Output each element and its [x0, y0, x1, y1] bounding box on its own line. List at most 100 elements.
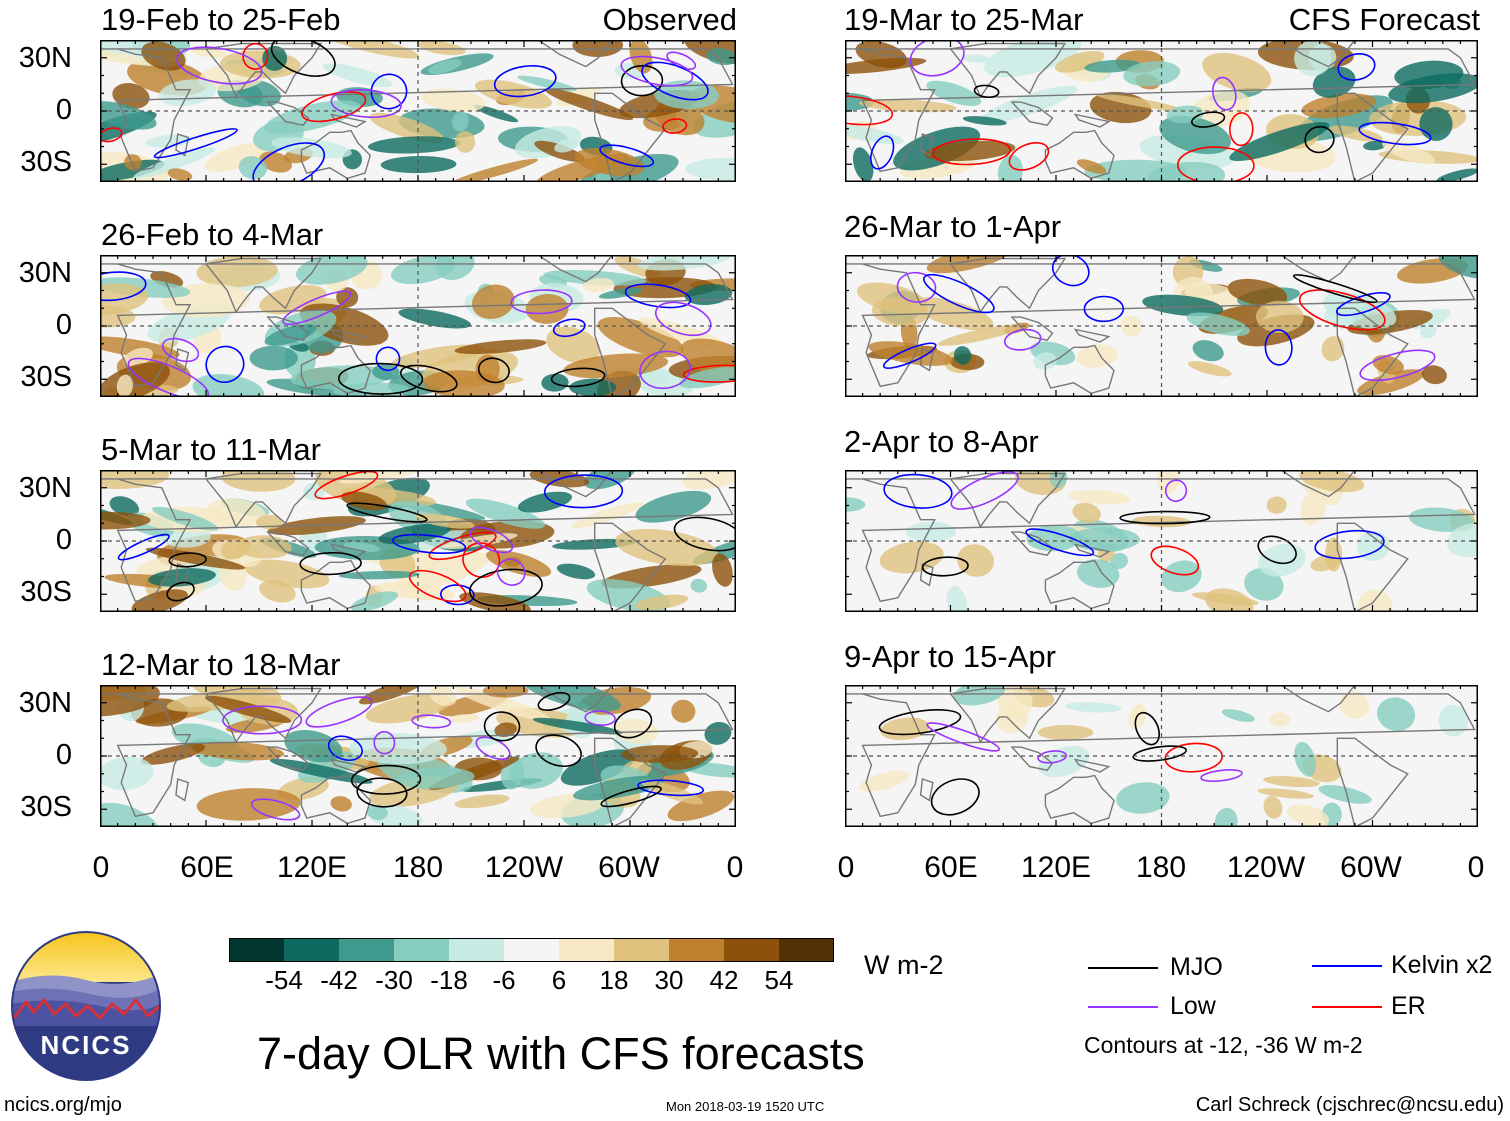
wave-contour: [921, 556, 969, 577]
olr-anomaly: [1192, 340, 1224, 362]
olr-anomaly: [667, 790, 735, 822]
wave-contour: [662, 118, 688, 134]
olr-anomaly: [454, 686, 550, 721]
lat-0-1: 0: [55, 94, 72, 126]
wave-contour: [1337, 53, 1376, 81]
footer-url[interactable]: ncics.org/mjo: [4, 1094, 122, 1116]
wave-contour: [330, 88, 402, 119]
olr-anomaly: [167, 168, 193, 181]
coastline: [919, 778, 934, 802]
coastline: [949, 257, 1067, 314]
wave-contour: [299, 551, 362, 576]
olr-anomaly: [131, 589, 188, 612]
coastline: [204, 472, 323, 529]
olr-panel-5: [845, 40, 1478, 182]
coastline: [536, 470, 614, 498]
wave-contour: [950, 471, 1019, 510]
olr-anomaly: [598, 287, 643, 299]
olr-anomaly: [100, 159, 165, 182]
wave-contour: [496, 558, 526, 586]
olr-anomaly: [100, 46, 158, 66]
olr-anomaly: [517, 491, 573, 513]
olr-anomaly: [671, 699, 696, 723]
wave-contour: [477, 357, 510, 384]
olr-anomaly: [685, 157, 736, 182]
coastline: [919, 133, 934, 157]
olr-anomaly: [937, 324, 1024, 346]
wave-contour: [510, 289, 573, 315]
coastline: [329, 328, 367, 343]
olr-anomaly: [1286, 804, 1330, 827]
olr-anomaly: [634, 594, 689, 611]
olr-anomaly: [845, 124, 904, 145]
lon-120w-left: 120W: [484, 851, 564, 884]
coastline: [329, 758, 367, 773]
olr-anomaly: [271, 137, 352, 159]
olr-anomaly: [428, 59, 462, 75]
colorbar-frame: [229, 938, 834, 962]
olr-anomaly: [1421, 365, 1447, 385]
wave-contour: [1008, 142, 1050, 171]
coastline: [594, 92, 667, 182]
colorbar-swatch-4: [449, 938, 505, 962]
wave-contour: [161, 337, 200, 363]
wave-contour: [1119, 510, 1211, 525]
olr-anomaly: [100, 470, 170, 489]
olr-anomaly: [704, 721, 732, 745]
coastline: [1073, 543, 1111, 558]
olr-anomaly: [983, 40, 1082, 78]
olr-anomaly: [465, 498, 545, 529]
olr-anomaly: [583, 470, 636, 490]
lon-0e-left: 0: [726, 851, 744, 884]
olr-anomaly: [1312, 66, 1356, 98]
olr-anomaly: [532, 717, 623, 735]
olr-anomaly: [395, 551, 490, 591]
olr-anomaly: [614, 529, 718, 567]
olr-anomaly: [100, 756, 154, 791]
olr-anomaly: [1033, 352, 1057, 370]
wave-contour: [117, 533, 170, 561]
olr-anomaly: [1377, 697, 1416, 731]
coastline: [266, 316, 310, 341]
olr-anomaly: [486, 549, 552, 577]
olr-anomaly: [148, 568, 216, 587]
olr-anomaly: [112, 83, 150, 109]
lat-30n-3: 30N: [18, 472, 72, 504]
coastline: [536, 685, 614, 713]
panel-title-4: 12-Mar to 18-Mar: [101, 647, 341, 682]
colorbar-swatch-10: [779, 938, 834, 962]
olr-anomaly: [1188, 90, 1250, 129]
legend-mjo-line: [1088, 967, 1158, 969]
olr-anomaly: [220, 538, 250, 560]
wave-contour: [100, 127, 123, 143]
wave-contour: [896, 271, 937, 303]
forecast-label: CFS Forecast: [1288, 2, 1480, 37]
wave-contour: [399, 364, 458, 393]
wave-contour: [1177, 146, 1255, 182]
wave-contour: [1200, 769, 1243, 782]
olr-anomaly: [1301, 93, 1377, 119]
olr-anomaly: [1038, 745, 1090, 778]
olr-panel-2: [100, 255, 736, 397]
coastline: [536, 40, 614, 68]
lat-30s-4: 30S: [20, 791, 72, 823]
olr-anomaly: [1266, 496, 1287, 514]
olr-anomaly: [1357, 589, 1393, 612]
olr-anomaly: [123, 347, 153, 367]
olr-anomaly: [1244, 568, 1284, 601]
wave-contour: [930, 778, 980, 816]
wave-contour: [408, 569, 467, 603]
coastline: [100, 48, 734, 173]
cbar-tick-18: 18: [599, 965, 629, 995]
wave-contour: [222, 705, 303, 735]
olr-anomaly: [569, 378, 617, 397]
olr-anomaly: [207, 498, 266, 527]
olr-anomaly: [109, 496, 140, 517]
lon-120w-right: 120W: [1226, 851, 1306, 884]
colorbar-swatch-2: [339, 938, 395, 962]
wave-contour: [327, 735, 363, 762]
olr-anomaly: [100, 511, 151, 530]
coastline: [594, 307, 667, 397]
olr-anomaly: [1438, 255, 1478, 279]
coastline: [845, 263, 1476, 388]
